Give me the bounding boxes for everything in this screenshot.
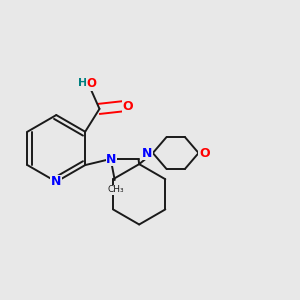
Text: O: O [123, 100, 134, 113]
Text: N: N [142, 146, 152, 160]
Text: O: O [199, 146, 210, 160]
Text: H: H [78, 78, 88, 88]
Text: O: O [86, 77, 97, 90]
Text: N: N [51, 175, 62, 188]
Text: N: N [106, 153, 117, 166]
Text: CH₃: CH₃ [107, 185, 124, 194]
